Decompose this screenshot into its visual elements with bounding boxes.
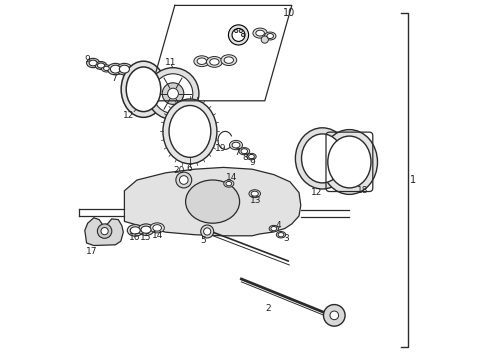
Ellipse shape <box>265 32 276 40</box>
Text: 4: 4 <box>276 220 281 230</box>
Text: 11: 11 <box>165 58 176 67</box>
Text: 7: 7 <box>234 148 240 157</box>
Text: 6: 6 <box>186 164 192 173</box>
Ellipse shape <box>226 181 232 186</box>
Circle shape <box>179 176 188 184</box>
Ellipse shape <box>141 226 151 233</box>
Text: 14: 14 <box>226 173 237 182</box>
Ellipse shape <box>295 128 349 189</box>
Ellipse shape <box>248 154 254 159</box>
Ellipse shape <box>95 62 107 69</box>
Ellipse shape <box>87 58 99 68</box>
Ellipse shape <box>89 60 97 66</box>
Ellipse shape <box>121 61 166 117</box>
Ellipse shape <box>229 140 243 150</box>
Ellipse shape <box>194 56 210 67</box>
Ellipse shape <box>206 57 222 67</box>
Ellipse shape <box>150 223 164 233</box>
Ellipse shape <box>221 55 237 66</box>
Circle shape <box>232 28 245 41</box>
Ellipse shape <box>210 59 219 65</box>
Text: 2: 2 <box>266 305 271 313</box>
Ellipse shape <box>253 28 268 38</box>
Ellipse shape <box>224 57 233 63</box>
Text: 3: 3 <box>283 234 289 243</box>
Text: 12: 12 <box>311 188 323 197</box>
Ellipse shape <box>120 65 129 73</box>
Text: 1: 1 <box>411 175 416 185</box>
Text: 15: 15 <box>140 233 152 242</box>
Ellipse shape <box>103 66 109 71</box>
Circle shape <box>147 68 199 120</box>
Circle shape <box>204 228 211 235</box>
Ellipse shape <box>107 63 123 75</box>
Circle shape <box>201 225 214 238</box>
Ellipse shape <box>249 190 261 198</box>
Circle shape <box>168 88 178 99</box>
Ellipse shape <box>110 65 121 73</box>
Text: 10: 10 <box>283 8 295 18</box>
Circle shape <box>228 25 248 45</box>
Circle shape <box>242 33 245 37</box>
Ellipse shape <box>321 130 377 194</box>
Polygon shape <box>124 167 301 236</box>
Ellipse shape <box>163 99 217 164</box>
Ellipse shape <box>98 63 104 68</box>
Ellipse shape <box>276 231 286 238</box>
Ellipse shape <box>186 180 240 223</box>
Circle shape <box>330 311 339 320</box>
Ellipse shape <box>267 33 273 39</box>
Ellipse shape <box>101 65 111 72</box>
Ellipse shape <box>278 233 284 237</box>
Ellipse shape <box>224 180 234 187</box>
Text: 5: 5 <box>201 236 206 245</box>
Text: 16: 16 <box>129 234 140 243</box>
Text: 12: 12 <box>123 112 135 120</box>
Polygon shape <box>85 218 123 246</box>
Circle shape <box>162 83 184 104</box>
Ellipse shape <box>153 225 162 231</box>
Ellipse shape <box>271 226 277 231</box>
Ellipse shape <box>117 63 132 75</box>
Ellipse shape <box>301 134 343 183</box>
Ellipse shape <box>127 225 143 236</box>
Ellipse shape <box>126 67 161 112</box>
Ellipse shape <box>269 225 278 232</box>
Ellipse shape <box>251 191 258 196</box>
Text: 20: 20 <box>174 166 185 175</box>
Ellipse shape <box>247 153 256 160</box>
Text: 8: 8 <box>242 153 248 162</box>
Text: 14: 14 <box>151 231 163 240</box>
Circle shape <box>101 228 108 235</box>
Circle shape <box>235 30 238 33</box>
Ellipse shape <box>169 105 211 157</box>
Circle shape <box>98 224 112 238</box>
Text: 17: 17 <box>86 248 98 256</box>
Text: 7: 7 <box>111 74 117 83</box>
Circle shape <box>323 305 345 326</box>
Circle shape <box>176 172 192 188</box>
Ellipse shape <box>130 227 140 234</box>
Ellipse shape <box>232 142 240 148</box>
Ellipse shape <box>197 58 206 64</box>
Circle shape <box>239 30 243 33</box>
Text: 9: 9 <box>85 55 91 64</box>
Text: 18: 18 <box>357 186 369 195</box>
Text: 19: 19 <box>215 144 226 153</box>
Text: 13: 13 <box>250 196 262 204</box>
Circle shape <box>153 74 193 113</box>
Ellipse shape <box>239 148 250 155</box>
Ellipse shape <box>241 149 247 154</box>
Ellipse shape <box>256 30 265 36</box>
Ellipse shape <box>328 136 371 188</box>
Ellipse shape <box>138 224 154 235</box>
Text: 9: 9 <box>249 158 255 167</box>
Circle shape <box>261 36 269 43</box>
